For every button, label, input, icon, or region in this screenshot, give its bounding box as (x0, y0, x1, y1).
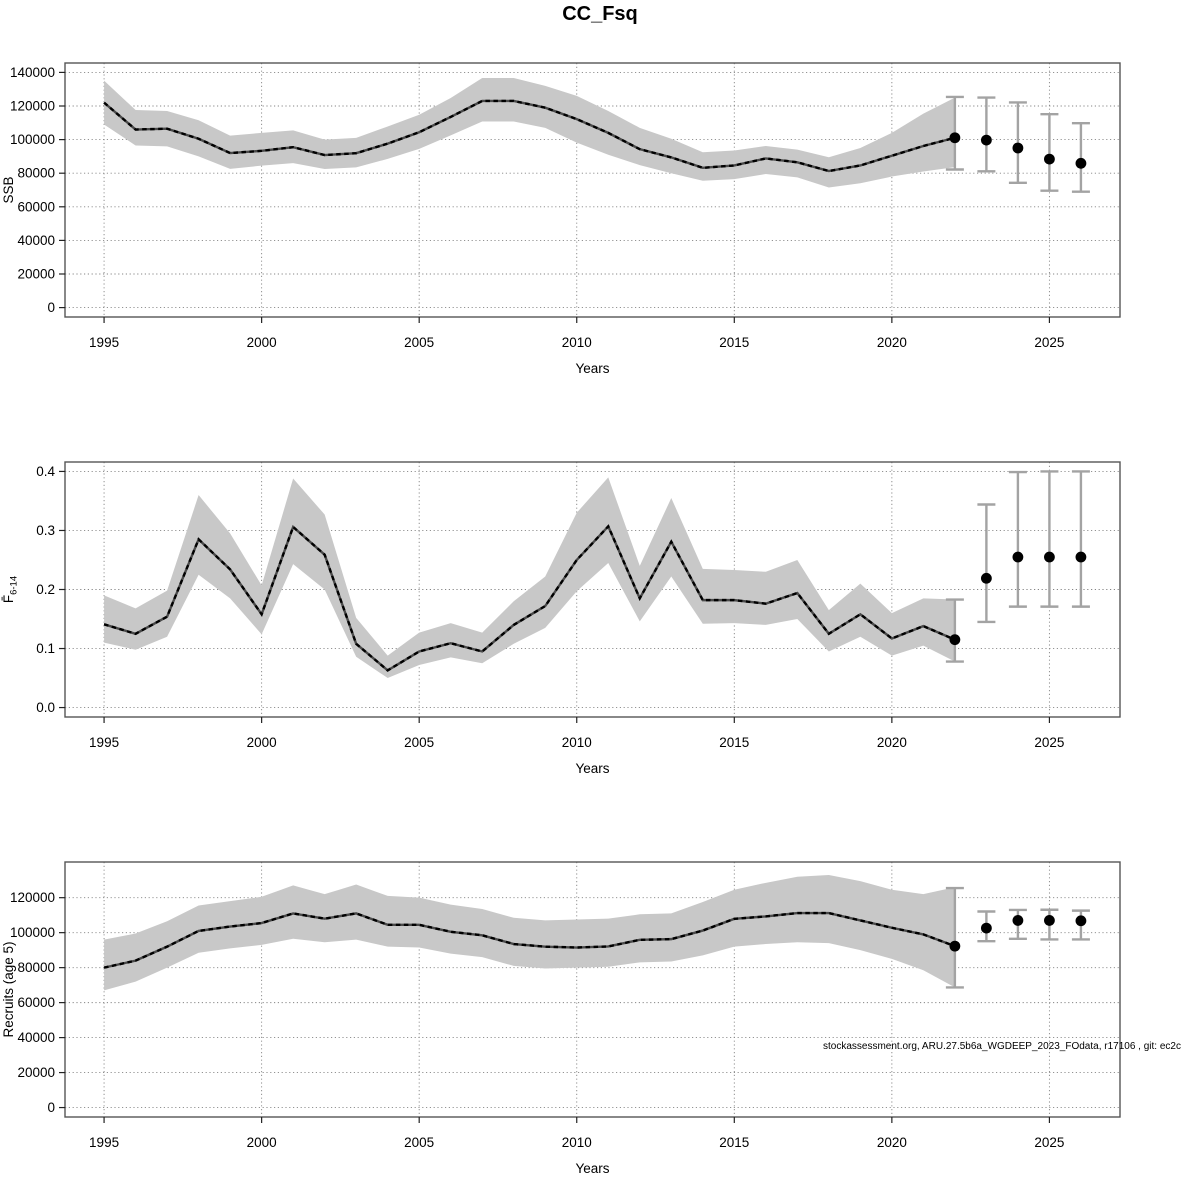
forecast-error-bars (945, 886, 1090, 989)
svg-text:F̄6-14: F̄6-14 (1, 576, 20, 603)
chart-title: CC_Fsq (562, 3, 638, 25)
svg-text:2005: 2005 (404, 1135, 434, 1150)
svg-text:0.4: 0.4 (36, 464, 55, 479)
forecast-point (949, 132, 961, 144)
footer-note: stockassessment.org, ARU.27.5b6a_WGDEEP_… (823, 1041, 1181, 1052)
svg-text:SSB: SSB (1, 176, 16, 203)
x-axis-ticks: 1995 2000 2005 2010 2015 2020 2025 (89, 335, 1064, 350)
x-axis-title: Years (575, 1161, 609, 1176)
svg-text:80000: 80000 (17, 166, 55, 181)
y-axis-ticks: 0.0 0.1 0.2 0.3 0.4 (36, 464, 55, 715)
x-axis-title: Years (575, 361, 609, 376)
svg-text:2015: 2015 (719, 335, 749, 350)
forecast-point (1075, 551, 1087, 563)
forecast-point (1044, 153, 1055, 165)
svg-text:1995: 1995 (89, 735, 119, 750)
forecast-point (980, 572, 992, 584)
x-axis-ticks: 1995 2000 2005 2010 2015 2020 2025 (89, 735, 1064, 750)
svg-text:2010: 2010 (562, 1135, 592, 1150)
svg-text:2020: 2020 (877, 1135, 907, 1150)
y-axis-ticks: 0 20000 40000 60000 80000 100000 120000 140000 (10, 65, 55, 315)
forecast-point (1075, 157, 1087, 169)
svg-text:2020: 2020 (877, 735, 907, 750)
svg-text:40000: 40000 (17, 1030, 55, 1045)
forecast-point (1012, 915, 1024, 926)
fbar-chart: 1995 2000 2005 2010 2015 2020 2025 0.0 0.1 0.2 0.3… (1, 461, 1121, 776)
svg-text:60000: 60000 (17, 995, 55, 1010)
svg-text:0: 0 (47, 300, 55, 315)
forecast-points (949, 132, 1087, 169)
svg-text:2025: 2025 (1034, 335, 1064, 350)
y-axis-title: Recruits (age 5) (1, 941, 16, 1037)
svg-text:20000: 20000 (17, 1065, 55, 1080)
axis-ticks (59, 71, 1051, 323)
confidence-band (104, 874, 955, 991)
forecast-points (949, 551, 1087, 646)
svg-text:2010: 2010 (562, 335, 592, 350)
svg-text:2015: 2015 (719, 1135, 749, 1150)
svg-text:2025: 2025 (1034, 735, 1064, 750)
svg-text:2020: 2020 (877, 335, 907, 350)
x-axis-title: Years (575, 761, 609, 776)
svg-text:0.1: 0.1 (36, 641, 55, 656)
svg-text:0.3: 0.3 (36, 523, 55, 538)
svg-text:Recruits (age 5): Recruits (age 5) (1, 941, 16, 1037)
svg-text:2010: 2010 (562, 735, 592, 750)
svg-text:2000: 2000 (247, 335, 277, 350)
forecast-point (980, 134, 992, 146)
svg-text:1995: 1995 (89, 335, 119, 350)
svg-text:140000: 140000 (10, 65, 55, 80)
forecast-point (1044, 915, 1055, 926)
forecast-points (949, 915, 1087, 952)
forecast-point (1075, 915, 1087, 927)
svg-text:100000: 100000 (10, 925, 55, 940)
svg-text:0: 0 (47, 1100, 55, 1115)
forecast-point (1012, 551, 1024, 563)
svg-text:2005: 2005 (404, 335, 434, 350)
svg-text:80000: 80000 (17, 960, 55, 975)
series-line-dashes (103, 99, 956, 173)
confidence-band (104, 77, 955, 188)
svg-text:0.2: 0.2 (36, 582, 55, 597)
forecast-error-bars (945, 470, 1090, 663)
forecast-point (949, 634, 961, 646)
forecast-point (980, 922, 992, 934)
svg-text:0.0: 0.0 (36, 700, 55, 715)
svg-text:100000: 100000 (10, 132, 55, 147)
svg-text:60000: 60000 (17, 199, 55, 214)
series-line-dashes (103, 524, 956, 672)
forecast-point (949, 940, 961, 952)
svg-text:1995: 1995 (89, 1135, 119, 1150)
forecast-point (1044, 551, 1055, 563)
svg-text:2015: 2015 (719, 735, 749, 750)
recruits-chart: 1995 2000 2005 2010 2015 2020 2025 0 20000 40000 6… (1, 861, 1181, 1176)
svg-text:2025: 2025 (1034, 1135, 1064, 1150)
plot-frame (64, 62, 1121, 318)
svg-text:2000: 2000 (247, 735, 277, 750)
gridlines (65, 862, 1120, 1117)
series-line (103, 911, 956, 969)
svg-text:40000: 40000 (17, 233, 55, 248)
y-axis-title: SSB (1, 176, 16, 203)
svg-text:120000: 120000 (10, 890, 55, 905)
svg-text:2000: 2000 (247, 1135, 277, 1150)
y-axis-title: F̄6-14 (1, 576, 20, 603)
x-axis-ticks: 1995 2000 2005 2010 2015 2020 2025 (89, 1135, 1064, 1150)
axis-ticks (59, 470, 1051, 723)
svg-text:2005: 2005 (404, 735, 434, 750)
y-axis-ticks: 0 20000 40000 60000 80000 100000 120000 (10, 890, 55, 1115)
axis-ticks (59, 897, 1051, 1123)
gridlines (65, 63, 1120, 317)
plot-frame (64, 861, 1121, 1118)
forecast-point (1012, 142, 1024, 154)
ssb-chart: 1995 2000 2005 2010 2015 2020 2025 0 20000 40000 6… (1, 62, 1121, 376)
svg-text:120000: 120000 (10, 99, 55, 114)
confidence-band (104, 477, 955, 679)
svg-text:20000: 20000 (17, 266, 55, 281)
